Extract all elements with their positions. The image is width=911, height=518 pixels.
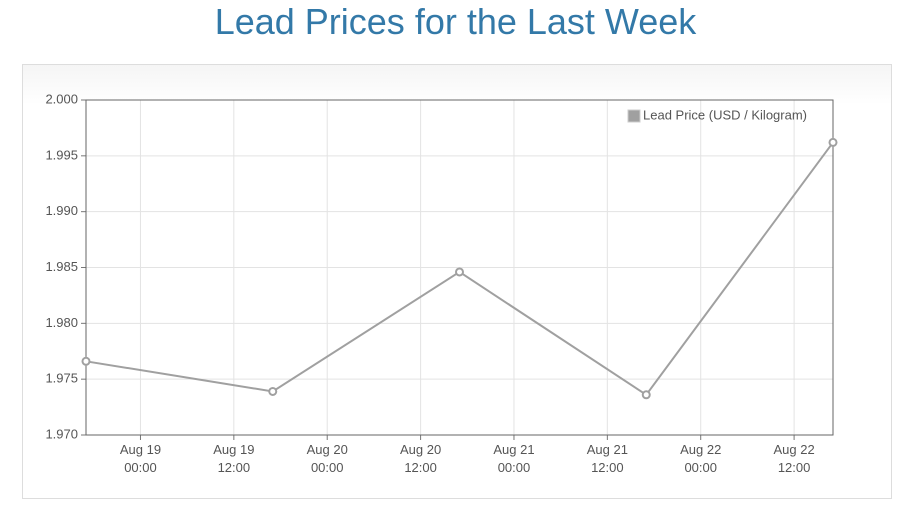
y-tick-label: 1.970 [45, 426, 78, 441]
y-tick-label: 1.995 [45, 147, 78, 162]
y-tick-label: 1.980 [45, 315, 78, 330]
x-tick-label: Aug 22 12:00 [773, 442, 815, 475]
x-tick-label: Aug 19 00:00 [119, 442, 162, 475]
y-tick-label: 1.990 [45, 203, 78, 218]
data-point [828, 137, 838, 147]
x-tick-label: Aug 19 12:00 [213, 442, 255, 475]
data-point [81, 356, 91, 366]
chart-title: Lead Prices for the Last Week [214, 1, 697, 42]
x-tick-label: Aug 22 00:00 [680, 442, 722, 475]
data-point [641, 390, 651, 400]
data-point [455, 267, 464, 277]
legend-swatch [627, 109, 641, 123]
plot-border [85, 99, 834, 436]
data-point [268, 386, 278, 396]
x-tick-label: Aug 20 00:00 [306, 442, 348, 475]
x-tick-label: Aug 21 00:00 [493, 442, 535, 475]
y-tick-label: 2.000 [45, 91, 78, 106]
y-tick-label: 1.975 [45, 371, 78, 386]
y-tick-label: 1.985 [45, 259, 78, 274]
x-tick-label: Aug 21 12:00 [586, 442, 628, 475]
legend-label: Lead Price (USD / Kilogram) [643, 107, 807, 122]
x-tick-label: Aug 20 12:00 [399, 442, 442, 475]
